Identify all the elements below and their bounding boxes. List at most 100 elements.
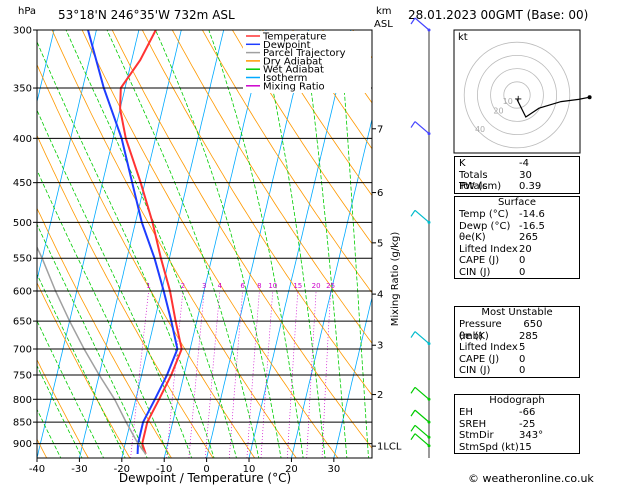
wet-adiabat-line xyxy=(37,364,83,458)
indices-panel: K -4 Totals Totals 30 PW (cm) 0.39 xyxy=(454,156,580,194)
temperature-tick-label: -10 xyxy=(156,464,172,475)
mixing-ratio-axis-title: Mixing Ratio (g/kg) xyxy=(390,232,401,327)
surface-row: CIN (J) 0 xyxy=(455,267,579,279)
wind-barb-flag xyxy=(410,121,416,128)
wet-adiabat-line xyxy=(106,30,260,458)
isotherm-line xyxy=(121,30,225,458)
legend-label: Temperature xyxy=(262,32,326,43)
wet-adiabat-line xyxy=(208,30,304,458)
most-unstable-label: θe (K) xyxy=(459,330,489,342)
wind-barb xyxy=(414,209,430,223)
most-unstable-value: 285 xyxy=(519,330,539,342)
wet-adiabat-line xyxy=(37,408,62,458)
wind-barb-dot xyxy=(427,132,431,136)
dry-adiabat-line xyxy=(141,30,372,396)
km-tick-label: 6 xyxy=(377,188,383,199)
km-tick-label: 4 xyxy=(377,290,383,301)
dry-adiabat-line xyxy=(292,30,372,150)
mixing-ratio-label: 2 xyxy=(181,282,185,290)
hodograph-ring-label: 40 xyxy=(475,125,485,134)
dry-adiabat-line xyxy=(111,30,372,449)
most-unstable-panel: Most Unstable Pressure (mb) 650 θe (K) 285 L… xyxy=(454,306,580,378)
hodograph-stat-label: EH xyxy=(459,407,473,418)
surface-label: CIN (J) xyxy=(459,266,491,278)
isotherm-line xyxy=(333,295,372,458)
surface-label: Dewp (°C) xyxy=(459,220,511,232)
surface-label: Temp (°C) xyxy=(459,209,509,220)
dry-adiabat-line xyxy=(232,30,372,245)
hodograph-stat-label: SREH xyxy=(459,418,487,430)
wet-adiabat-line xyxy=(302,30,348,458)
index-label: K xyxy=(459,158,466,169)
hpa-axis-unit: hPa xyxy=(18,6,36,17)
isotherm-line xyxy=(37,30,97,282)
mixing-ratio-label: 10 xyxy=(268,282,277,290)
most-unstable-row: Pressure (mb) 650 xyxy=(455,319,579,342)
temperature-tick-label: 10 xyxy=(243,464,256,475)
legend-label: Isotherm xyxy=(263,73,307,84)
legend-label: Mixing Ratio xyxy=(263,81,325,92)
dry-adiabat-line xyxy=(0,30,5,458)
mixing-ratio-label: 15 xyxy=(293,282,302,290)
storm-motion-marker: + xyxy=(514,94,522,105)
wind-barb xyxy=(414,409,430,423)
dry-adiabat-line xyxy=(51,30,297,458)
wind-barb-flag xyxy=(410,424,416,432)
hodograph-ring-label: 20 xyxy=(493,106,503,115)
km-tick-label: 5 xyxy=(377,238,383,249)
surface-row: Lifted Index 20 xyxy=(455,244,579,256)
most-unstable-value: 0 xyxy=(519,365,526,376)
surface-label: θe(K) xyxy=(459,232,486,243)
wind-barb-flag xyxy=(410,17,416,25)
sounding-datetime: 28.01.2023 00GMT (Base: 00) xyxy=(408,8,588,22)
surface-title: Surface xyxy=(497,197,537,208)
wet-adiabat-line xyxy=(155,30,282,458)
wet-adiabat-line xyxy=(339,30,369,458)
pressure-tick-label: 600 xyxy=(13,286,32,297)
wind-barb xyxy=(414,433,430,447)
copyright-notice: © weatheronline.co.uk xyxy=(468,472,594,485)
hodograph-stat-label: StmSpd (kt) xyxy=(459,441,519,453)
temperature-tick-label: -20 xyxy=(114,464,130,475)
index-value: -4 xyxy=(519,158,529,169)
most-unstable-row: Lifted Index 5 xyxy=(455,342,579,354)
pressure-tick-label: 850 xyxy=(13,418,32,429)
mixing-ratio-label: 3 xyxy=(202,282,206,290)
dry-adiabat-line xyxy=(37,134,214,458)
temperature-tick-label: -30 xyxy=(71,464,87,475)
mixing-ratio-label: 25 xyxy=(326,282,335,290)
wind-barb xyxy=(414,331,430,345)
wind-barb xyxy=(414,17,430,31)
x-axis-title: Dewpoint / Temperature (°C) xyxy=(119,471,291,485)
hodograph-ring-label: 10 xyxy=(503,97,513,106)
hodograph-endpoint xyxy=(587,95,592,100)
wind-barb-dot xyxy=(427,444,431,448)
station-location: 53°18'N 246°35'W 732m ASL xyxy=(58,8,235,22)
wet-adiabat-line xyxy=(37,40,215,458)
hodograph-trace xyxy=(516,96,590,118)
pressure-tick-label: 700 xyxy=(13,345,32,356)
most-unstable-value: 650 xyxy=(523,319,543,330)
wind-barb-dot xyxy=(427,397,431,401)
wet-adiabat-line xyxy=(65,30,237,458)
temperature-tick-label: 20 xyxy=(285,464,298,475)
isotherm-line xyxy=(163,30,267,458)
index-row: K -4 xyxy=(455,158,579,170)
hodograph-ring xyxy=(463,41,571,149)
most-unstable-label: CIN (J) xyxy=(459,365,491,376)
hodograph-stat-value: -66 xyxy=(519,407,536,418)
km-tick-label: 2 xyxy=(377,390,383,401)
most-unstable-row: θe (K) 285 xyxy=(455,331,579,343)
wind-barb-dot xyxy=(427,342,431,346)
surface-row: CAPE (J) 0 xyxy=(455,255,579,267)
wind-barb-dot xyxy=(427,28,431,32)
pressure-tick-label: 550 xyxy=(13,254,32,265)
most-unstable-value: 5 xyxy=(519,342,526,353)
hodograph-frame xyxy=(453,29,581,154)
wind-barb-flag xyxy=(410,386,416,394)
wind-barb-flag xyxy=(410,209,416,217)
temperature-tick-label: 0 xyxy=(203,464,209,475)
wind-barb-dot xyxy=(427,435,431,439)
